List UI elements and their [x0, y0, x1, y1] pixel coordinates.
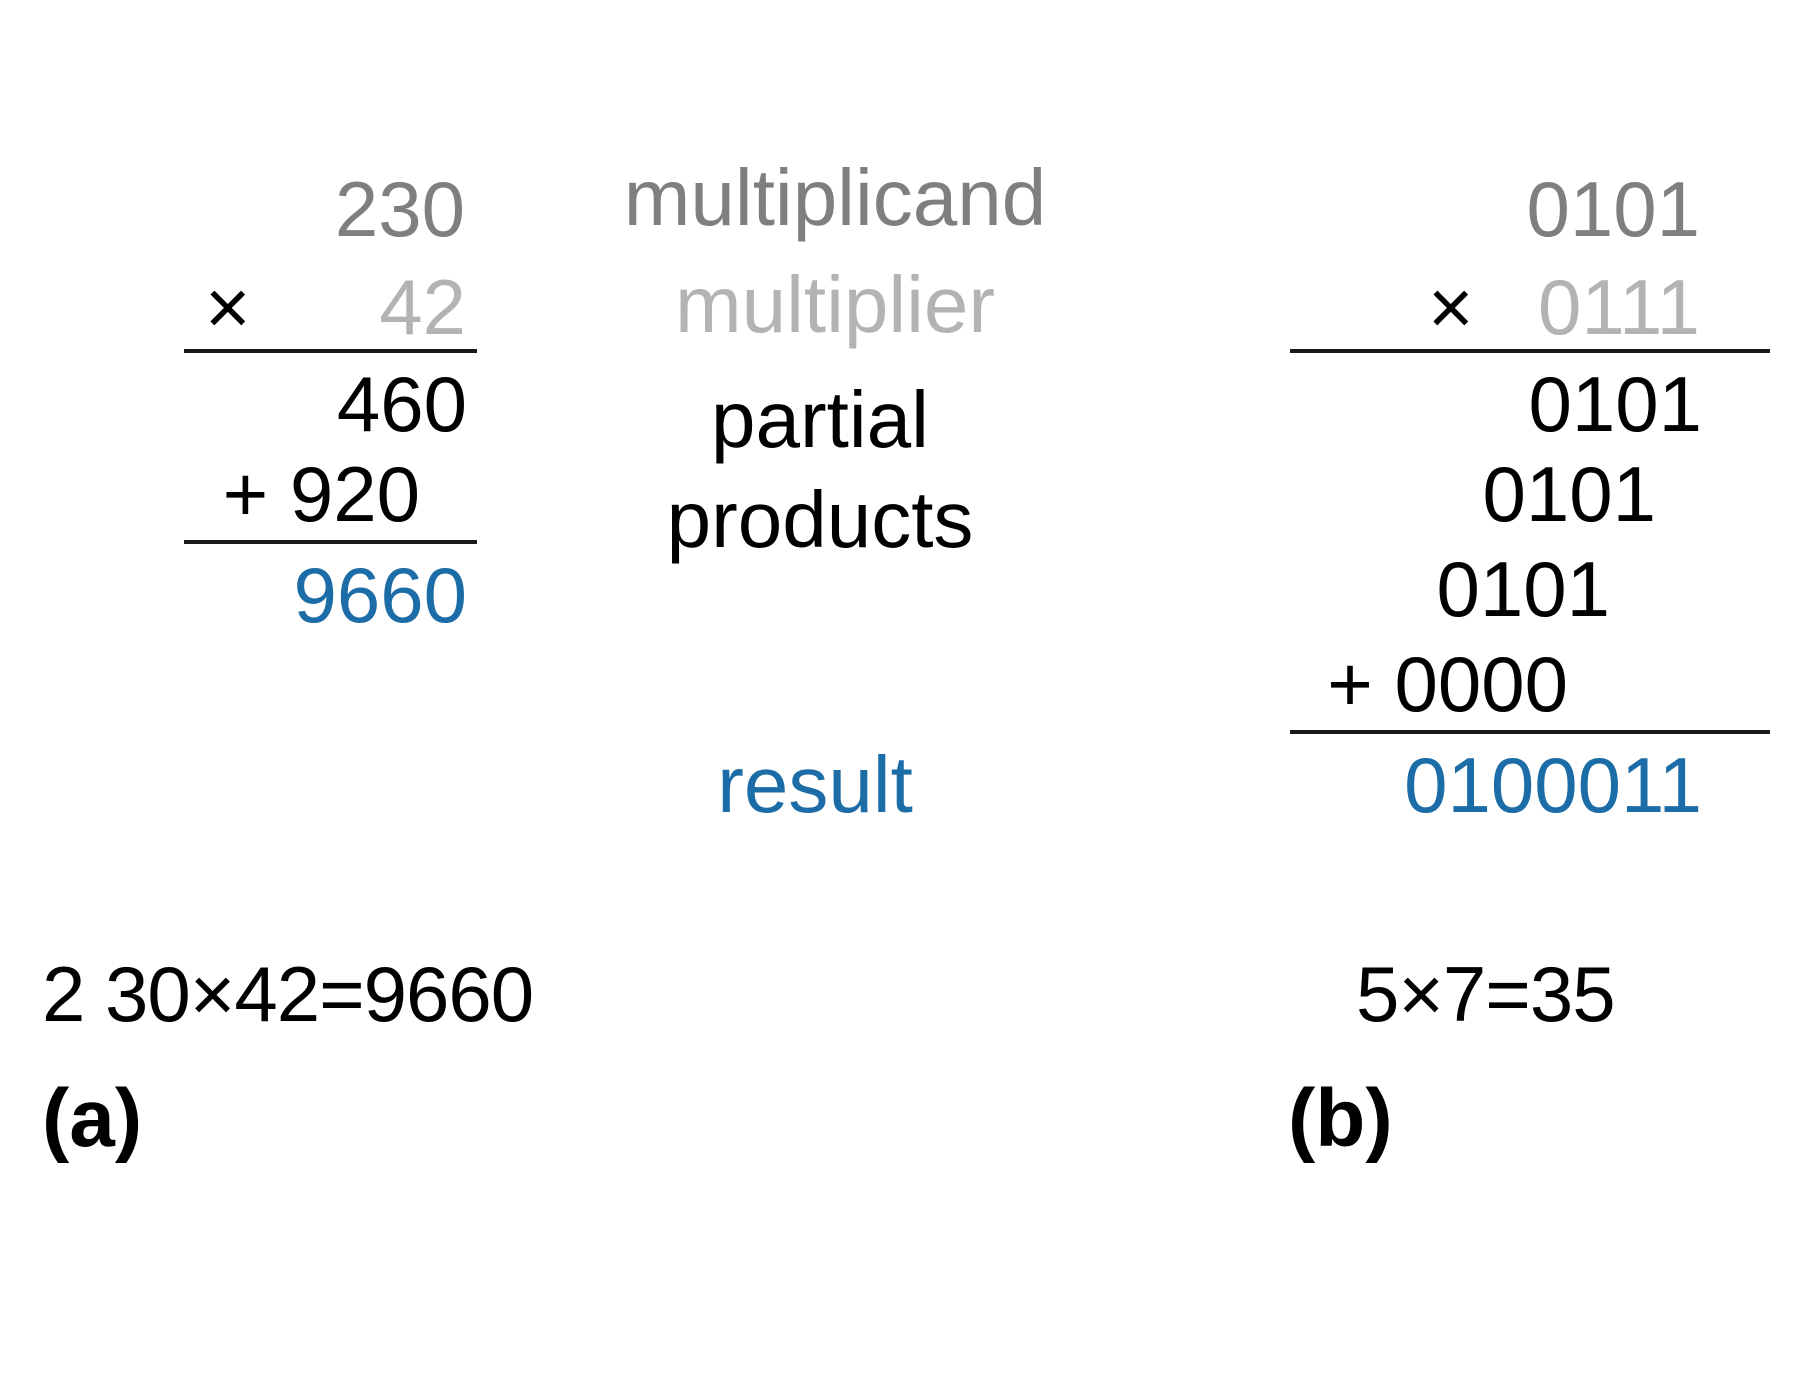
binary-result: 0100011	[1404, 741, 1702, 829]
binary-multiplicand: 0101	[1526, 165, 1700, 253]
caption-a: (a)	[42, 1073, 143, 1164]
binary-partial-product-1: 0101	[1528, 360, 1702, 448]
label-multiplier: multiplier	[674, 260, 996, 349]
decimal-multiplicand: 230	[334, 165, 465, 253]
binary-bottom-rule	[1290, 730, 1770, 734]
label-partial: partial	[711, 375, 929, 464]
binary-times-sign: ×	[1428, 263, 1474, 351]
label-result: result	[717, 740, 913, 829]
decimal-equation: 2 30×42=9660	[42, 950, 534, 1038]
decimal-partial-product-2: + 920	[222, 450, 420, 538]
decimal-bottom-rule	[184, 540, 477, 544]
decimal-multiplier: 42	[379, 263, 466, 351]
decimal-times-sign: ×	[205, 263, 251, 351]
binary-partial-product-2: 0101	[1482, 450, 1656, 538]
label-products: products	[666, 475, 974, 564]
binary-equation: 5×7=35	[1356, 950, 1616, 1038]
binary-top-rule	[1290, 349, 1770, 353]
label-multiplicand: multiplicand	[623, 153, 1047, 242]
binary-partial-product-3: 0101	[1436, 545, 1610, 633]
decimal-top-rule	[184, 349, 477, 353]
binary-multiplier: 0111	[1538, 263, 1700, 351]
caption-b: (b)	[1288, 1073, 1393, 1164]
decimal-result: 9660	[293, 551, 467, 639]
binary-partial-product-4: + 0000	[1327, 640, 1568, 728]
decimal-partial-product-1: 460	[336, 360, 467, 448]
